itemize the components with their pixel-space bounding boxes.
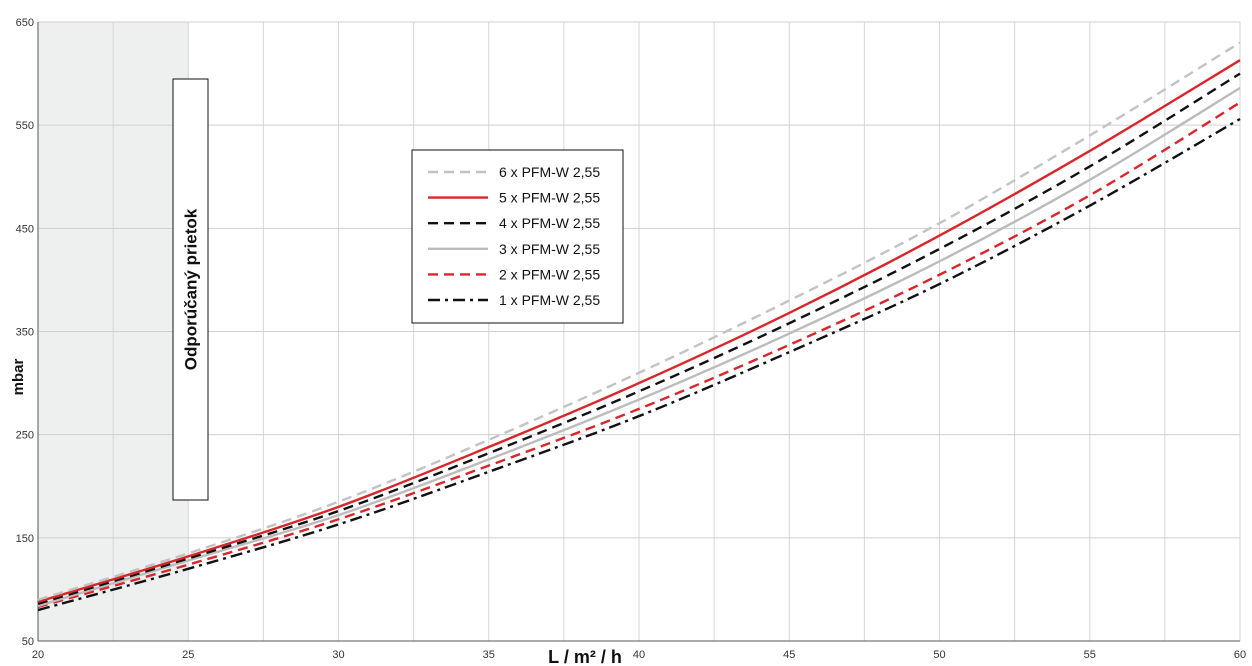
- y-tick-label: 550: [16, 120, 34, 132]
- legend-label: 2 x PFM-W 2,55: [499, 266, 600, 282]
- legend-label: 3 x PFM-W 2,55: [499, 241, 600, 257]
- x-tick-label: 35: [483, 649, 495, 661]
- legend-label: 5 x PFM-W 2,55: [499, 190, 600, 206]
- series-line: [37, 59, 1241, 603]
- x-tick-label: 50: [933, 649, 945, 661]
- x-tick-label: 60: [1234, 649, 1246, 661]
- x-tick-label: 25: [182, 649, 194, 661]
- series-line: [37, 87, 1241, 608]
- axis-layer: 50 150 250 350 450 550 650 20 25 30 35 40 45 50 55 60: [16, 17, 1246, 661]
- recommended-flow-label: Odporúčaný prietok: [182, 208, 201, 370]
- y-tick-label: 650: [16, 17, 34, 29]
- x-tick-label: 55: [1084, 649, 1096, 661]
- series-line: [37, 41, 1241, 601]
- band-label-layer: Odporúčaný prietok: [172, 78, 209, 501]
- series-layer: [37, 41, 1241, 612]
- legend: 6 x PFM-W 2,55 5 x PFM-W 2,55 4 x PFM-W 2,…: [411, 149, 624, 324]
- recommended-flow-label-box: [172, 78, 209, 501]
- series-line: [37, 101, 1241, 609]
- series-line: [37, 72, 1241, 606]
- legend-label: 6 x PFM-W 2,55: [499, 164, 600, 180]
- legend-label: 4 x PFM-W 2,55: [499, 215, 600, 231]
- y-tick-label: 350: [16, 327, 34, 339]
- x-axis-title: L / m² / h: [548, 647, 622, 666]
- y-axis-title: mbar: [10, 359, 27, 396]
- y-tick-label: 150: [16, 533, 34, 545]
- x-tick-label: 40: [633, 649, 645, 661]
- x-tick-label: 30: [332, 649, 344, 661]
- legend-box: [411, 149, 624, 324]
- series-line: [37, 117, 1241, 612]
- x-tick-label: 45: [783, 649, 795, 661]
- y-tick-label: 250: [16, 430, 34, 442]
- y-tick-label: 50: [22, 636, 34, 648]
- y-tick-label: 450: [16, 223, 34, 235]
- x-tick-label: 20: [32, 649, 44, 661]
- legend-label: 1 x PFM-W 2,55: [499, 292, 600, 308]
